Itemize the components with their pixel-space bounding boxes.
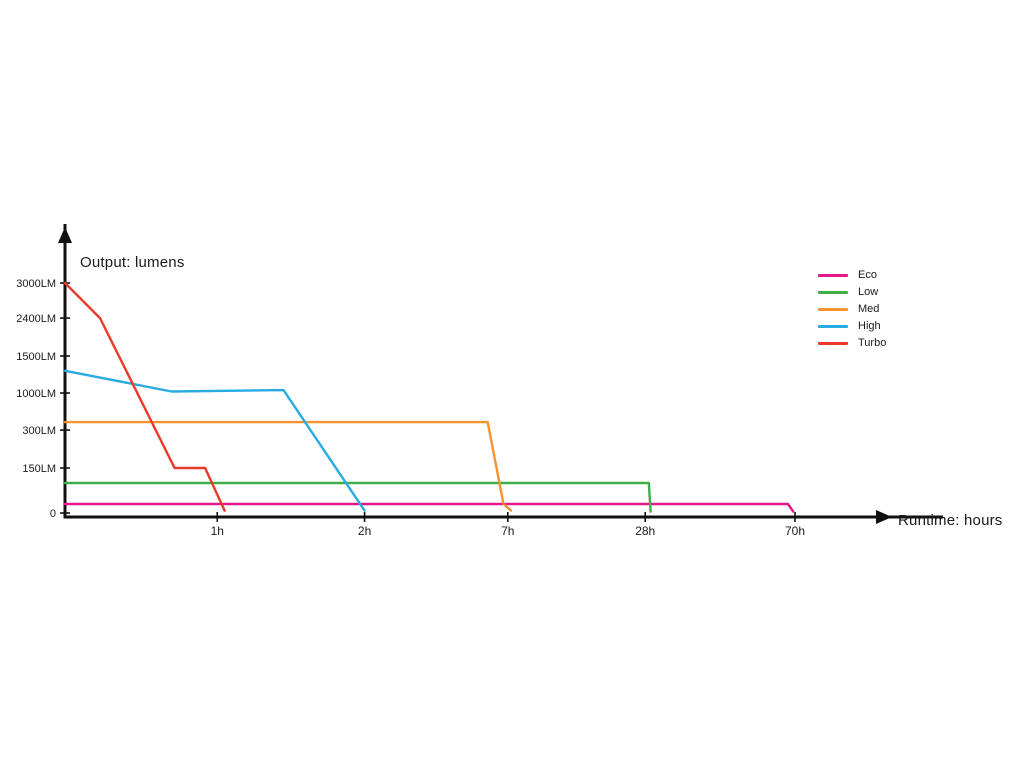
legend-label: Eco [858,269,877,281]
y-axis-title: Output: lumens [80,254,185,271]
legend-item-eco: Eco [818,267,886,284]
series-line-high [63,369,366,512]
legend-swatch-low-icon [818,291,848,294]
x-tick-label: 2h [358,524,371,538]
legend-item-high: High [818,318,886,335]
legend-item-med: Med [818,301,886,318]
legend-label: Low [858,286,879,298]
legend-swatch-turbo-icon [818,342,848,345]
legend: Eco Low Med High Turbo [818,267,886,352]
y-tick-label: 3000LM [16,278,56,290]
x-axis-arrow-icon [876,510,892,524]
y-axis-arrow-icon [58,227,72,243]
legend-item-low: Low [818,284,886,301]
y-tick-label: 150LM [22,463,56,475]
legend-item-turbo: Turbo [818,335,886,352]
x-tick-label: 7h [501,524,514,538]
series-line-med [63,420,513,512]
series-line-turbo [63,281,226,512]
legend-label: Med [858,303,880,315]
y-tick-label: 300LM [22,425,56,437]
series-line-low [63,481,652,513]
legend-label: High [858,320,881,332]
x-axis-title: Runtime: hours [898,512,1003,529]
legend-swatch-med-icon [818,308,848,311]
y-tick-label: 2400LM [16,313,56,325]
legend-swatch-eco-icon [818,274,848,277]
y-tick-label: 0 [50,508,56,520]
legend-swatch-high-icon [818,325,848,328]
series-line-eco [63,502,795,513]
y-tick-label: 1000LM [16,388,56,400]
y-tick-label: 1500LM [16,351,56,363]
x-tick-label: 70h [785,524,805,538]
x-tick-label: 1h [211,524,224,538]
legend-label: Turbo [858,337,887,349]
x-tick-label: 28h [635,524,655,538]
